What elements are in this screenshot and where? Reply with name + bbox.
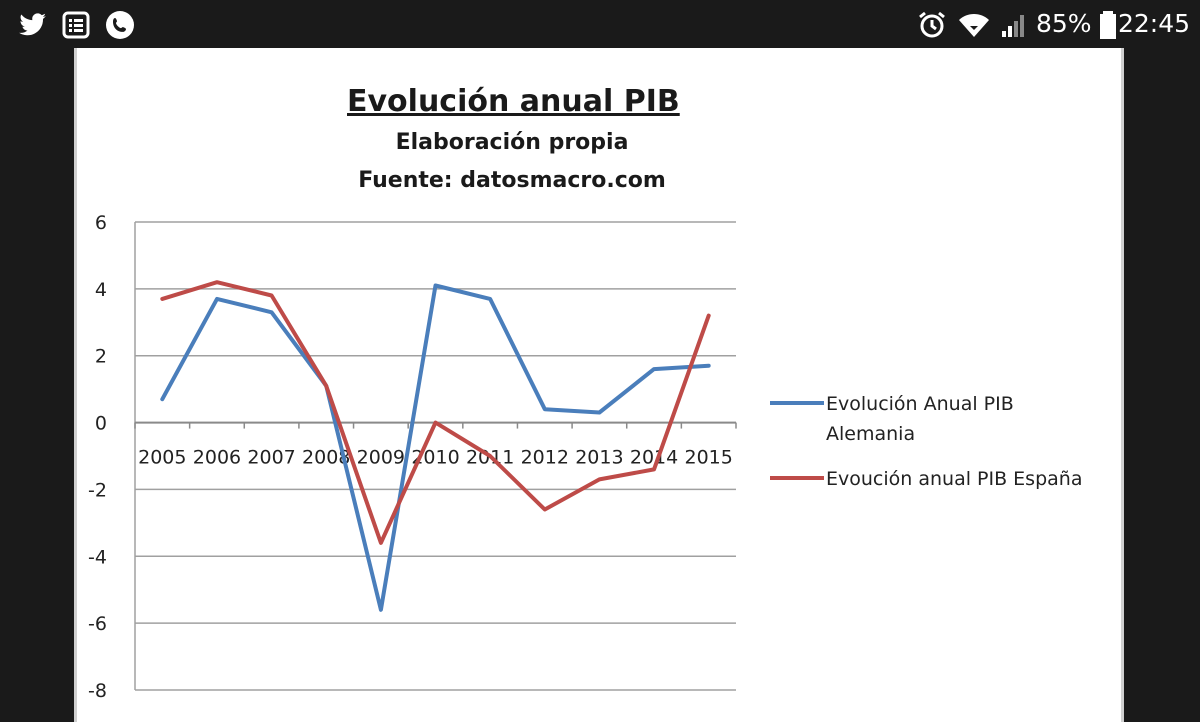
legend-label-1: Evolución Anual PIB (826, 393, 1014, 415)
y-tick-label: 4 (95, 279, 107, 301)
x-tick-label: 2015 (685, 447, 733, 469)
y-tick-label: 0 (95, 413, 107, 435)
legend-label-2: Evoución anual PIB España (826, 468, 1082, 490)
x-tick-label: 2014 (630, 447, 678, 469)
signal-icon (1002, 15, 1024, 37)
x-tick-label: 2007 (247, 447, 295, 469)
notes-icon[interactable] (60, 9, 92, 41)
y-tick-label: -6 (88, 613, 107, 635)
y-tick-label: -8 (88, 680, 107, 702)
battery-percent: 85% (1036, 9, 1092, 38)
y-tick-label: 6 (95, 212, 107, 234)
x-tick-label: 2005 (138, 447, 186, 469)
battery-icon (1100, 11, 1116, 39)
series-line-1 (160, 283, 711, 612)
y-tick-label: -2 (88, 479, 107, 501)
status-bar: 85% 22:45 (0, 0, 1200, 48)
series-line-2 (160, 280, 711, 545)
legend-label-1: Alemania (826, 423, 915, 445)
y-tick-label: 2 (95, 346, 107, 368)
phone-icon[interactable] (104, 9, 136, 41)
x-tick-label: 2006 (193, 447, 241, 469)
x-tick-label: 2009 (357, 447, 405, 469)
x-tick-label: 2013 (575, 447, 623, 469)
y-tick-label: -4 (88, 546, 107, 568)
x-tick-label: 2012 (521, 447, 569, 469)
chart-subtitle: Elaboración propia (395, 130, 629, 155)
chart-source: Fuente: datosmacro.com (358, 168, 666, 193)
alarm-icon (919, 11, 945, 38)
x-tick-label: 2008 (302, 447, 350, 469)
wifi-icon (959, 14, 989, 37)
clock: 22:45 (1118, 9, 1191, 38)
twitter-icon[interactable] (16, 9, 48, 41)
chart-title: Evolución anual PIB (347, 84, 680, 119)
chart-card: Evolución anual PIB Elaboración propia F… (74, 48, 1124, 722)
